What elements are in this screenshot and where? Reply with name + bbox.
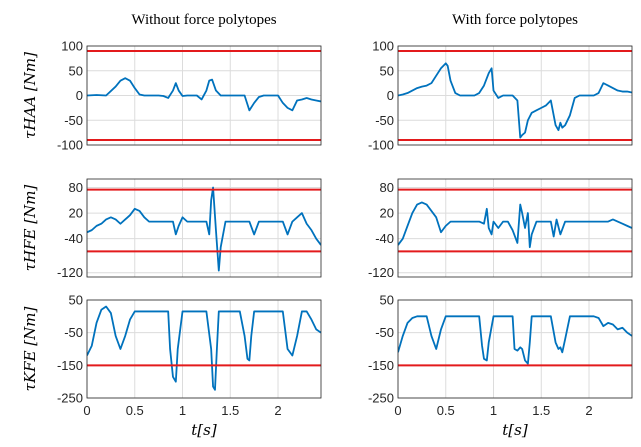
column-title-left: Without force polytopes [131, 12, 276, 28]
y-tick-label: -40 [64, 231, 83, 246]
y-tick-label: 80 [380, 180, 394, 195]
y-tick-label: 20 [69, 206, 83, 221]
y-tick-label: -250 [57, 391, 83, 406]
y-tick-label: -40 [375, 231, 394, 246]
y-tick-label: 0 [76, 88, 83, 103]
panel-0-1: 100 50 0 -50 -100 [368, 39, 633, 153]
x-tick-label: 0.5 [437, 403, 455, 418]
x-axis-label: t[s] [191, 421, 217, 439]
panel-frame [86, 178, 322, 278]
x-tick-label: 0.5 [126, 403, 144, 418]
y-tick-label: -50 [375, 113, 394, 128]
y-tick-label: 50 [380, 293, 394, 308]
torque-series-line [87, 77, 321, 112]
x-tick-label: 2 [274, 403, 281, 418]
x-tick-label: 0 [394, 403, 401, 418]
y-tick-label: 20 [380, 206, 394, 221]
y-tick-label: -150 [57, 358, 83, 373]
panel-background [398, 179, 632, 277]
y-tick-label: 50 [69, 63, 83, 78]
panel-frame [397, 45, 633, 146]
torque-series-line [398, 201, 632, 249]
y-tick-label: 50 [380, 63, 394, 78]
y-tick-label: -120 [368, 265, 394, 280]
y-axis-label: τHAA [Nm] [21, 52, 39, 139]
x-tick-label: 2 [585, 403, 592, 418]
panel-1-0: 80 20 -40 -120 [57, 178, 322, 280]
y-tick-label: 100 [61, 39, 83, 54]
y-tick-label: 80 [69, 180, 83, 195]
y-tick-label: -50 [64, 325, 83, 340]
column-title-right: With force polytopes [452, 12, 578, 28]
panel-background [87, 300, 321, 398]
y-tick-label: -120 [57, 265, 83, 280]
x-tick-label: 1.5 [221, 403, 239, 418]
x-tick-label: 0 [83, 403, 90, 418]
y-tick-label: -250 [368, 391, 394, 406]
torque-series-line [87, 186, 321, 272]
y-tick-label: 50 [69, 293, 83, 308]
y-axis-label: τKFE [Nm] [21, 307, 39, 392]
y-tick-label: -100 [57, 138, 83, 153]
panel-background [87, 179, 321, 277]
panel-frame [397, 178, 633, 278]
y-tick-label: 0 [387, 88, 394, 103]
panel-1-1: 80 20 -40 -120 [368, 178, 633, 280]
panel-frame [86, 45, 322, 146]
x-tick-label: 1.5 [532, 403, 550, 418]
torque-series-line [398, 315, 632, 365]
y-tick-label: -150 [368, 358, 394, 373]
y-axis-label: τHFE [Nm] [21, 185, 39, 272]
torque-series-line [87, 305, 321, 391]
panel-frame [86, 299, 322, 399]
x-tick-label: 1 [490, 403, 497, 418]
panel-frame [397, 299, 633, 399]
y-tick-label: 100 [372, 39, 394, 54]
y-tick-label: -100 [368, 138, 394, 153]
x-axis-label: t[s] [502, 421, 528, 439]
panel-0-0: 100 50 0 -50 -100 [57, 39, 322, 153]
y-tick-label: -50 [64, 113, 83, 128]
x-tick-label: 1 [179, 403, 186, 418]
y-tick-label: -50 [375, 325, 394, 340]
torque-series-line [398, 62, 632, 139]
